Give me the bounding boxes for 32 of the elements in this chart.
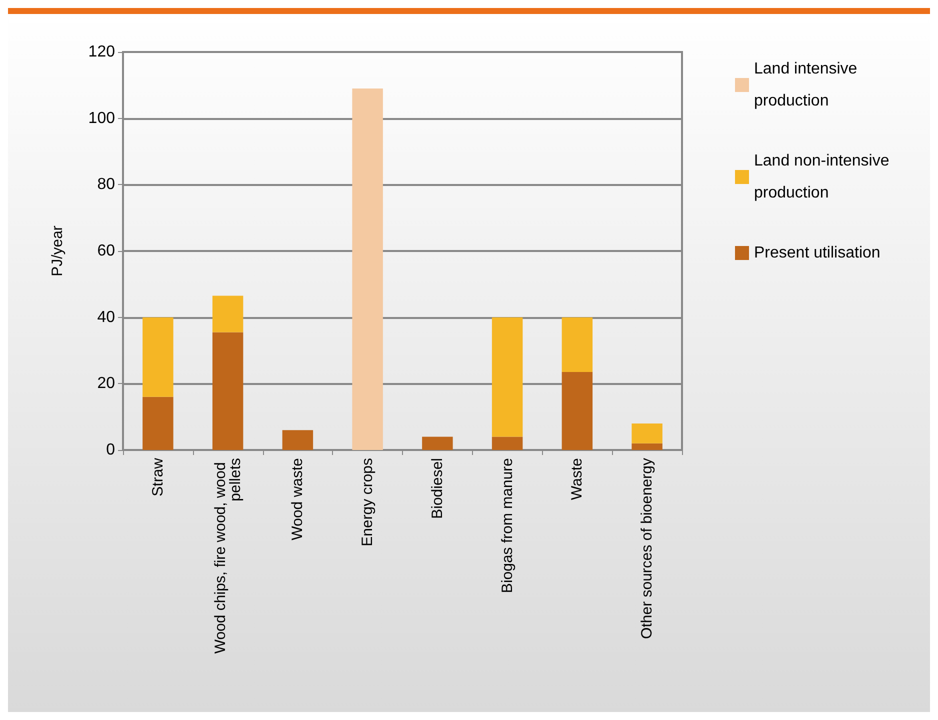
bar (212, 296, 244, 332)
x-tick-label: Other sources of bioenergy (638, 458, 656, 639)
bar (142, 317, 174, 397)
legend-label: Present utilisation (754, 244, 880, 262)
bar (422, 436, 453, 450)
bar (282, 430, 314, 450)
bar (492, 317, 523, 437)
y-tick-label: 20 (97, 375, 116, 392)
y-tick-label: 120 (88, 44, 116, 60)
y-tick-label: 80 (97, 176, 116, 194)
y-tick-label: 40 (97, 308, 116, 326)
x-tick-label: Energy crops (359, 458, 376, 546)
bar (492, 436, 523, 450)
y-tick-label: 100 (88, 110, 116, 127)
x-tick-label: Straw (149, 458, 166, 496)
bar (632, 423, 662, 444)
x-tick-label: Wood chips, fire wood, wood pellets (212, 458, 244, 654)
x-tick-label: Biogas from manure (498, 458, 516, 594)
bar (212, 332, 244, 450)
bar (562, 317, 593, 372)
legend-label: Land intensive production (754, 60, 862, 110)
bar (632, 443, 662, 450)
y-tick-label: 0 (106, 442, 116, 458)
x-tick-label: Waste (568, 458, 586, 500)
legend-label: Land non-intensive production (754, 152, 894, 202)
bar (352, 88, 383, 450)
x-tick-label: Biodiesel (428, 458, 446, 519)
bar (562, 372, 593, 450)
y-tick-label: 60 (97, 242, 116, 260)
y-axis-title: PJ/year (49, 226, 66, 276)
bar (142, 396, 174, 450)
x-tick-label: Wood waste (289, 458, 306, 540)
